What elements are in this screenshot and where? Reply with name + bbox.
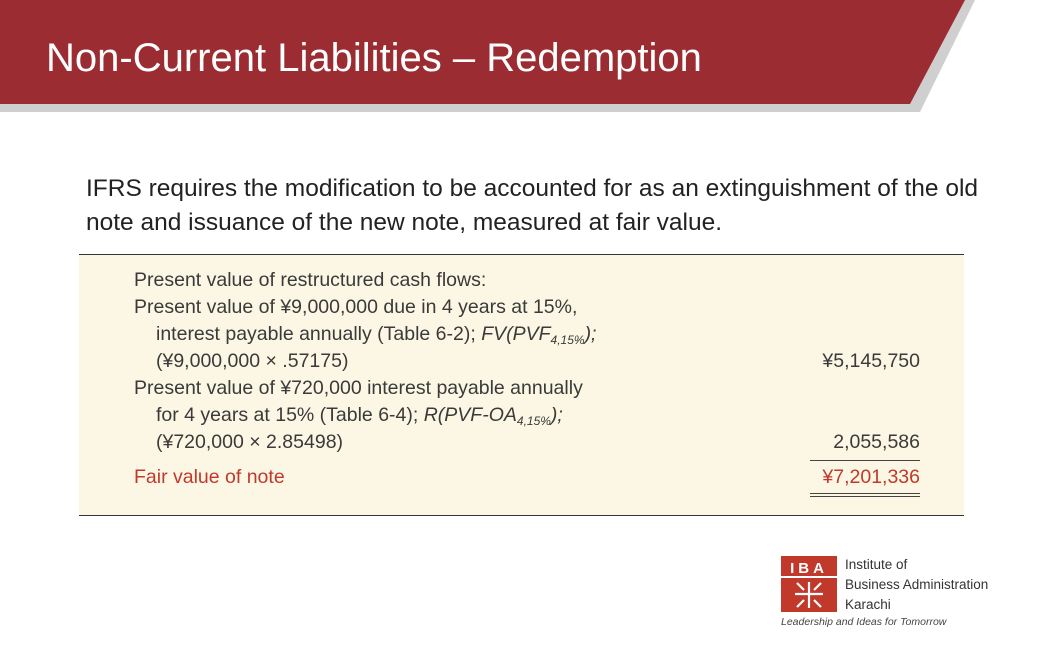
principal-line-3: (¥9,000,000 × .57175) bbox=[156, 350, 349, 372]
logo-tagline: Leadership and Ideas for Tomorrow bbox=[781, 616, 947, 628]
logo-name-line-1: Institute of bbox=[845, 557, 908, 572]
interest-amount: 2,055,586 bbox=[833, 431, 920, 453]
principal-line-2-text: interest payable annually (Table 6-2); bbox=[156, 323, 482, 345]
total-label: Fair value of note bbox=[134, 466, 285, 488]
iba-logo: IBA Institute of Business Administration… bbox=[781, 556, 1021, 636]
total-amount: ¥7,201,336 bbox=[822, 466, 920, 488]
subtotal-rule bbox=[810, 460, 920, 461]
slide-title: Non-Current Liabilities – Redemption bbox=[46, 36, 702, 80]
principal-line-2: interest payable annually (Table 6-2); F… bbox=[156, 323, 596, 347]
interest-line-2: for 4 years at 15% (Table 6-4); R(PVF-OA… bbox=[156, 404, 563, 428]
iba-letters: IBA bbox=[790, 560, 828, 577]
banner-shape bbox=[0, 0, 975, 112]
principal-line-1: Present value of ¥9,000,000 due in 4 yea… bbox=[134, 296, 578, 318]
logo-name-line-2: Business Administration bbox=[845, 577, 989, 592]
intro-text: IFRS requires the modification to be acc… bbox=[86, 175, 979, 236]
principal-formula-end: ); bbox=[584, 323, 597, 345]
total-double-rule-top bbox=[810, 493, 920, 494]
principal-amount: ¥5,145,750 bbox=[822, 350, 920, 372]
logo-name-line-3: Karachi bbox=[845, 597, 891, 612]
interest-line-3: (¥720,000 × 2.85498) bbox=[156, 431, 344, 453]
principal-formula: FV(PVF bbox=[481, 323, 551, 345]
interest-line-2-text: for 4 years at 15% (Table 6-4); bbox=[156, 404, 424, 426]
principal-formula-subscript: 4,15% bbox=[550, 333, 585, 347]
calculation-panel: Present value of restructured cash flows… bbox=[79, 254, 964, 516]
interest-line-1: Present value of ¥720,000 interest payab… bbox=[134, 377, 583, 399]
header-banner: Non-Current Liabilities – Redemption bbox=[0, 0, 1038, 120]
table-heading: Present value of restructured cash flows… bbox=[134, 269, 487, 291]
interest-formula: R(PVF-OA bbox=[423, 404, 517, 426]
iba-emblem-icon: IBA bbox=[781, 556, 837, 612]
total-double-rule-bottom bbox=[810, 496, 920, 497]
interest-formula-subscript: 4,15% bbox=[516, 414, 551, 428]
interest-formula-end: ); bbox=[550, 404, 563, 426]
